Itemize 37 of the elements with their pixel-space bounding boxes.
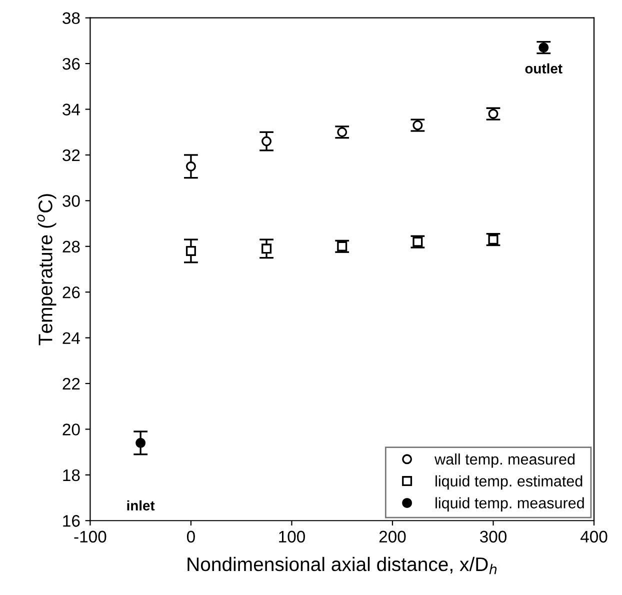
legend-label: liquid temp. estimated bbox=[436, 475, 582, 490]
x-axis-title: Nondimensional axial distance, x/D$_{h}$ bbox=[188, 556, 497, 574]
point bbox=[186, 161, 196, 172]
point bbox=[412, 236, 423, 247]
point bbox=[488, 108, 498, 119]
y-tick-label: 20 bbox=[62, 424, 80, 436]
x-tick-label: 300 bbox=[480, 530, 506, 543]
y-tick-label: 24 bbox=[62, 332, 80, 344]
y-tick-label: 36 bbox=[62, 58, 80, 70]
point bbox=[262, 136, 272, 146]
point bbox=[488, 234, 498, 245]
y-tick-label: 34 bbox=[62, 104, 80, 116]
point bbox=[337, 241, 348, 252]
y-tick-label: 16 bbox=[63, 515, 80, 527]
x-tick-label: 200 bbox=[379, 530, 406, 543]
point bbox=[412, 120, 423, 130]
y-tick-label: 38 bbox=[62, 12, 80, 24]
y-tick-label: 26 bbox=[62, 286, 80, 298]
x-tick-label: 100 bbox=[279, 530, 305, 543]
annotation: inlet bbox=[127, 500, 155, 511]
y-tick-label: 18 bbox=[63, 469, 80, 482]
y-tick-label: 30 bbox=[62, 195, 80, 207]
point bbox=[337, 127, 348, 138]
point bbox=[262, 244, 272, 254]
point bbox=[136, 438, 146, 448]
y-tick-label: 28 bbox=[62, 240, 80, 253]
x-tick-label: -100 bbox=[74, 530, 106, 543]
legend-label: wall temp. measured bbox=[434, 453, 575, 468]
y-tick-label: 32 bbox=[62, 149, 80, 162]
legend-label: liquid temp. measured bbox=[436, 497, 584, 512]
point bbox=[538, 42, 549, 53]
annotation: outlet bbox=[525, 63, 562, 74]
x-tick-label: 400 bbox=[580, 530, 608, 543]
x-tick-label: 0 bbox=[186, 530, 195, 543]
point bbox=[186, 246, 196, 256]
y-tick-label: 22 bbox=[62, 378, 80, 390]
y-axis-title: Temperature ($^{o}$C) bbox=[37, 194, 56, 346]
